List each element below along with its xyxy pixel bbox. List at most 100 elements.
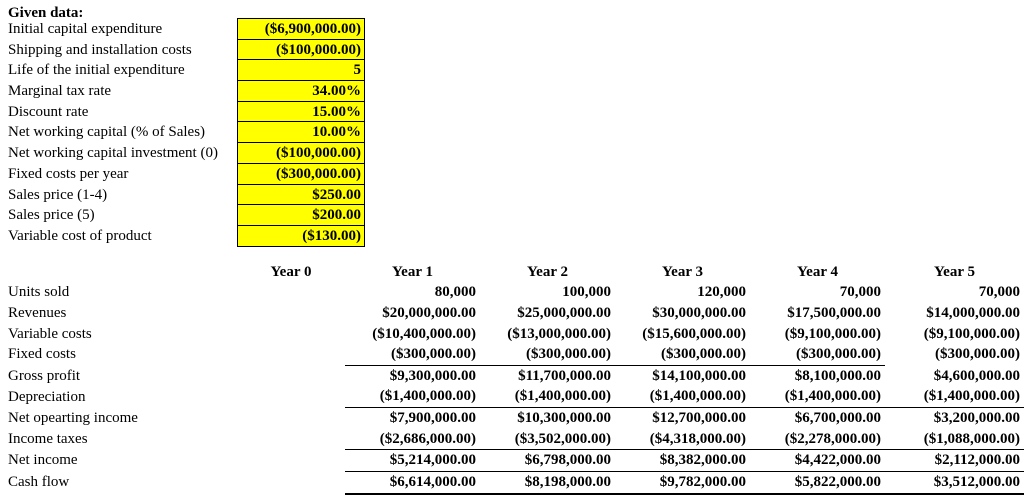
- given-data-value-cell[interactable]: 10.00%: [237, 121, 365, 144]
- given-data-label: Fixed costs per year: [8, 165, 129, 182]
- given-data-label: Marginal tax rate: [8, 83, 112, 100]
- given-data-value-cell[interactable]: $200.00: [237, 204, 365, 226]
- value-cell: [237, 450, 345, 472]
- given-data-label: Discount rate: [8, 103, 89, 120]
- value-cell: $2,112,000.00: [885, 449, 1024, 472]
- given-data-row: Sales price (5) $200.00: [0, 204, 400, 226]
- value-cell: $4,422,000.00: [750, 449, 885, 472]
- given-data-label: Life of the initial expenditure: [8, 62, 185, 79]
- value-cell: ($10,400,000.00): [372, 325, 476, 342]
- value-cell: ($1,400,000.00): [885, 386, 1024, 409]
- value-cell: $8,198,000.00: [480, 471, 615, 495]
- given-data-value-cell[interactable]: ($6,900,000.00): [237, 18, 365, 40]
- row-label: Variable costs: [8, 325, 92, 342]
- table-row: Depreciation ($1,400,000.00) ($1,400,000.0…: [0, 386, 1024, 409]
- value-cell: ($1,400,000.00): [615, 386, 750, 409]
- table-row: Gross profit $9,300,000.00 $11,700,000.00 $…: [0, 365, 1024, 386]
- value-cell: $30,000,000.00: [652, 304, 746, 321]
- value-cell: ($2,686,000.00): [345, 428, 480, 451]
- value-cell: ($300,000.00): [480, 344, 615, 366]
- value-cell: $12,700,000.00: [652, 409, 746, 426]
- value-cell: 100,000: [562, 284, 611, 301]
- value-cell: ($3,502,000.00): [480, 428, 615, 451]
- value-cell: $3,512,000.00: [885, 471, 1024, 495]
- value-cell: [237, 429, 345, 450]
- table-row: Units sold 80,000 100,000 120,000 70,000 70,0…: [0, 283, 1024, 304]
- value-cell: 70,000: [839, 284, 881, 301]
- given-data-row: Net working capital investment (0) ($100,…: [0, 142, 400, 164]
- value-cell: $11,700,000.00: [518, 367, 611, 384]
- value-cell: $5,822,000.00: [750, 471, 885, 495]
- value-cell: $6,700,000.00: [794, 409, 881, 426]
- value-cell: $14,000,000.00: [926, 304, 1020, 321]
- given-data-row: Variable cost of product ($130.00): [0, 224, 400, 247]
- given-data-row: Fixed costs per year ($300,000.00): [0, 162, 400, 185]
- given-data-value-cell[interactable]: 5: [237, 59, 365, 82]
- column-header-year-4: Year 4: [797, 263, 838, 280]
- value-cell: $25,000,000.00: [517, 304, 611, 321]
- projection-table-section: Year 0 Year 1 Year 2 Year 3 Year 4 Year 5 Uni…: [0, 262, 1024, 495]
- given-data-value-cell[interactable]: ($300,000.00): [237, 162, 365, 185]
- value-cell: [237, 303, 345, 324]
- given-data-row: Net working capital (% of Sales) 10.00%: [0, 121, 400, 144]
- given-data-label: Net working capital (% of Sales): [8, 124, 206, 141]
- value-cell: ($4,318,000.00): [615, 428, 750, 451]
- row-label: Units sold: [8, 284, 70, 301]
- column-header-year-1: Year 1: [392, 263, 433, 280]
- value-cell: $6,798,000.00: [480, 449, 615, 472]
- value-cell: ($1,088,000.00): [885, 428, 1024, 451]
- given-data-value-cell[interactable]: ($100,000.00): [237, 38, 365, 61]
- given-data-row: Sales price (1-4) $250.00: [0, 183, 400, 206]
- given-data-label: Shipping and installation costs: [8, 41, 192, 58]
- value-cell: $5,214,000.00: [345, 449, 480, 472]
- given-data-label: Sales price (5): [8, 207, 95, 224]
- given-data-value-cell[interactable]: 15.00%: [237, 100, 365, 123]
- value-cell: ($9,100,000.00): [784, 325, 881, 342]
- row-label: Net income: [8, 452, 78, 469]
- given-data-value-cell[interactable]: 34.00%: [237, 80, 365, 102]
- table-row: Cash flow $6,614,000.00 $8,198,000.00 $9,78…: [0, 471, 1024, 495]
- table-header-row: Year 0 Year 1 Year 2 Year 3 Year 4 Year 5: [0, 262, 1024, 283]
- given-data-row: Marginal tax rate 34.00%: [0, 80, 400, 102]
- row-label: Revenues: [8, 304, 67, 321]
- value-cell: $3,200,000.00: [933, 409, 1020, 426]
- value-cell: $14,100,000.00: [652, 367, 746, 384]
- row-label: Cash flow: [8, 473, 70, 490]
- row-label: Depreciation: [8, 388, 86, 405]
- value-cell: ($15,600,000.00): [642, 325, 746, 342]
- value-cell: $8,382,000.00: [615, 449, 750, 472]
- given-data-label: Initial capital expenditure: [8, 21, 163, 37]
- row-label: Gross profit: [8, 367, 81, 384]
- value-cell: ($1,400,000.00): [480, 386, 615, 409]
- column-header-spacer: [0, 262, 237, 283]
- row-label: Income taxes: [8, 430, 88, 447]
- value-cell: ($300,000.00): [935, 346, 1020, 363]
- row-label: Net opearting income: [8, 409, 138, 426]
- column-header-year-3: Year 3: [662, 263, 703, 280]
- given-data-row: Shipping and installation costs ($100,000…: [0, 38, 400, 61]
- given-data-value-cell[interactable]: ($130.00): [237, 224, 365, 247]
- value-cell: $4,600,000.00: [933, 367, 1020, 384]
- given-data-value-cell[interactable]: $250.00: [237, 183, 365, 206]
- value-cell: [237, 365, 345, 386]
- value-cell: $10,300,000.00: [517, 409, 611, 426]
- value-cell: [237, 471, 345, 493]
- table-row: Income taxes ($2,686,000.00) ($3,502,000.0…: [0, 428, 1024, 451]
- value-cell: ($300,000.00): [345, 344, 480, 366]
- value-cell: ($1,400,000.00): [750, 386, 885, 409]
- given-data-value-cell[interactable]: ($100,000.00): [237, 142, 365, 164]
- value-cell: 70,000: [978, 284, 1020, 301]
- value-cell: ($300,000.00): [615, 344, 750, 366]
- given-data-title: Given data:: [8, 5, 84, 21]
- table-row: Fixed costs ($300,000.00) ($300,000.00) ($3…: [0, 344, 1024, 366]
- value-cell: [237, 283, 345, 304]
- value-cell: 120,000: [697, 284, 746, 301]
- table-row: Variable costs ($10,400,000.00) ($13,000,0…: [0, 324, 1024, 345]
- value-cell: $9,782,000.00: [615, 471, 750, 495]
- column-header-year-0: Year 0: [270, 263, 312, 280]
- value-cell: [237, 408, 345, 429]
- value-cell: ($9,100,000.00): [923, 325, 1020, 342]
- given-data-label: Sales price (1-4): [8, 186, 108, 203]
- given-data-rows: Initial capital expenditure ($6,900,000.0…: [0, 18, 400, 247]
- value-cell: ($1,400,000.00): [345, 386, 480, 409]
